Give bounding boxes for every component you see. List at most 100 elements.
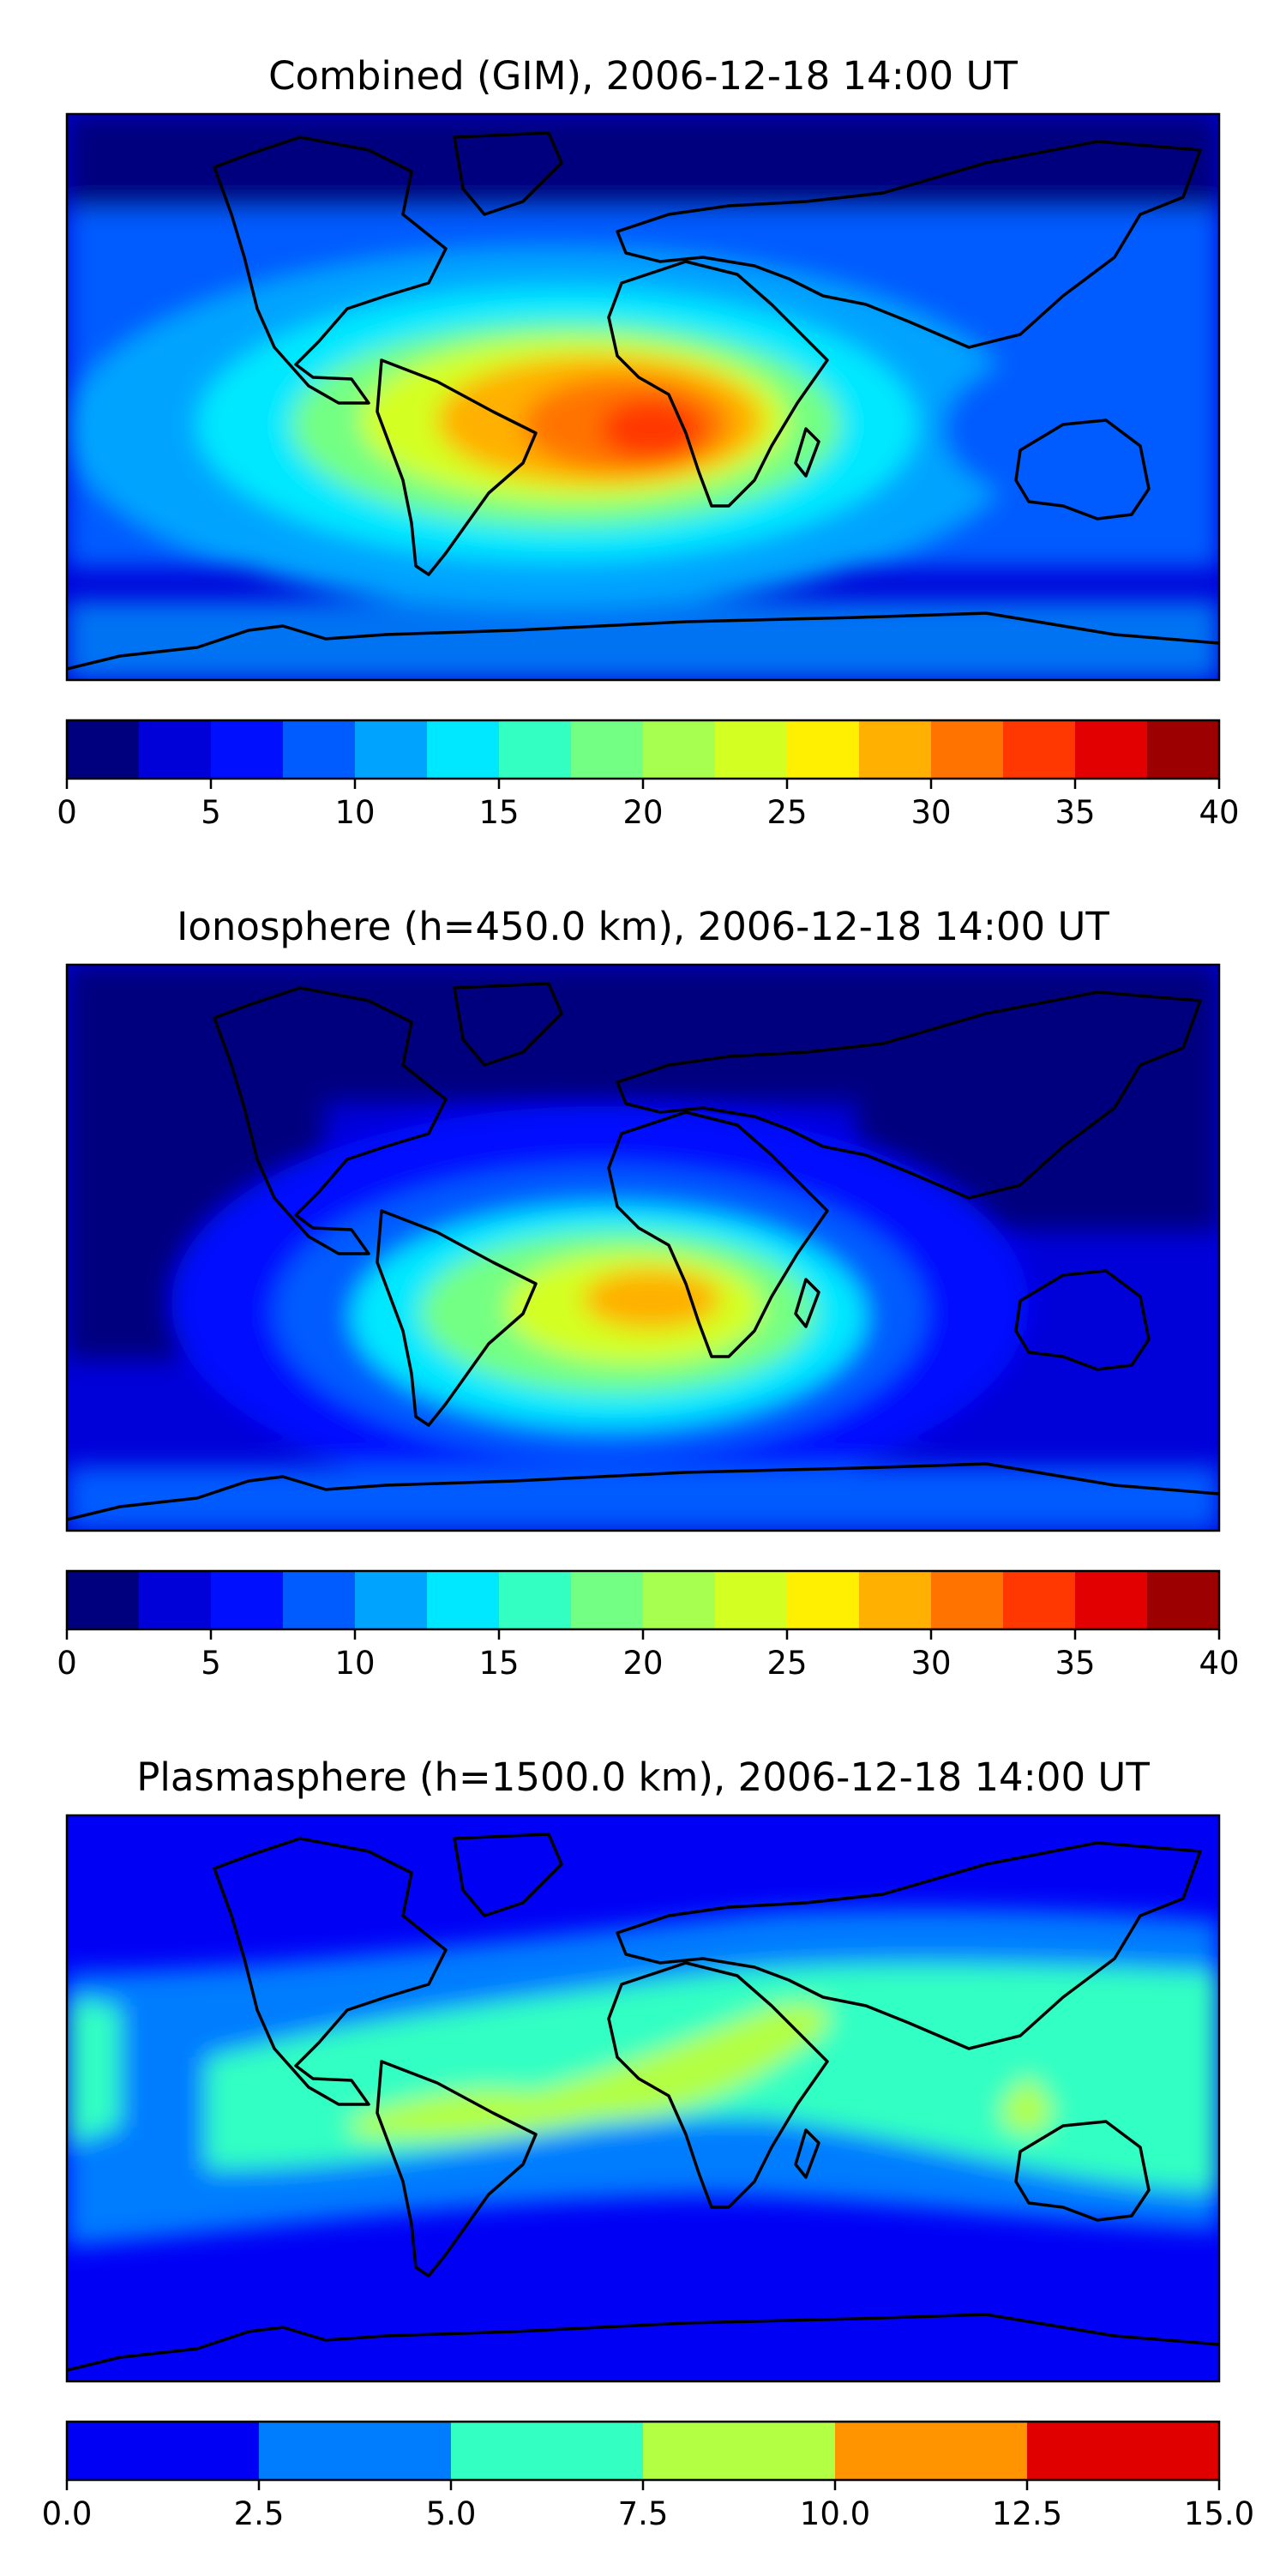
colorbar-tick-label: 35 — [1055, 1645, 1095, 1682]
colorbar-tick-label: 25 — [766, 1645, 807, 1682]
colorbar-segment — [787, 720, 860, 779]
coastline-madagascar — [794, 2128, 820, 2179]
colorbar-segment — [715, 1571, 788, 1629]
colorbar-segment — [931, 1571, 1004, 1629]
colorbar-tick-label: 30 — [910, 794, 951, 831]
colorbar-tick-label: 10 — [334, 1645, 375, 1682]
map-area — [67, 965, 1219, 1531]
colorbar-tick-label: 10.0 — [800, 2495, 870, 2532]
colorbar-tick-label: 0 — [57, 1645, 77, 1682]
coastline-greenland — [453, 1833, 563, 1917]
colorbar-segment — [643, 1571, 716, 1629]
colorbar-tick-label: 15 — [478, 1645, 519, 1682]
coastline-eurasia — [616, 1841, 1202, 2050]
coastline-eurasia — [616, 990, 1202, 1200]
coastline-antarctica — [67, 611, 1219, 671]
colorbar-segment — [211, 720, 284, 779]
colorbar-segment — [67, 2422, 260, 2480]
map-area — [67, 114, 1219, 680]
coastline-south-america — [376, 2060, 538, 2278]
colorbar-tick-label: 35 — [1055, 794, 1095, 831]
colorbar-tick-label: 5.0 — [426, 2495, 477, 2532]
colorbar-segment — [283, 1571, 356, 1629]
colorbar-segment — [1075, 1571, 1148, 1629]
coastline-north-america — [213, 1837, 448, 2106]
colorbar-tick-label: 7.5 — [618, 2495, 669, 2532]
colorbar-tick-label: 5 — [201, 1645, 221, 1682]
colorbar-segment — [1003, 720, 1076, 779]
coastline-south-america — [376, 1209, 538, 1427]
colorbar-segment — [859, 1571, 932, 1629]
coastline-africa — [607, 1110, 829, 1358]
map-area — [67, 1815, 1219, 2381]
map-frame — [65, 963, 1221, 1532]
panel-ionosphere: Ionosphere (h=450.0 km), 2006-12-18 14:0… — [57, 904, 1239, 1682]
colorbar-tick-label: 30 — [910, 1645, 951, 1682]
panel-title: Combined (GIM), 2006-12-18 14:00 UT — [268, 53, 1018, 99]
colorbar-segment — [787, 1571, 860, 1629]
field-band — [67, 600, 1219, 680]
colorbar-segment — [451, 2422, 644, 2480]
colorbar-segment — [283, 720, 356, 779]
colorbar-segment — [1003, 1571, 1076, 1629]
colorbar-tick-label: 15 — [478, 794, 519, 831]
colorbar-segment — [139, 720, 212, 779]
colorbar-tick-label: 40 — [1199, 794, 1239, 831]
colorbar-tick-label: 0 — [57, 794, 77, 831]
colorbar-segment — [427, 1571, 500, 1629]
coastline-antarctica — [67, 1462, 1219, 1521]
field-contour — [943, 352, 1200, 506]
colorbar-segment — [571, 720, 644, 779]
colorbar-segment — [835, 2422, 1028, 2480]
colorbar-tick-label: 0.0 — [42, 2495, 93, 2532]
colorbar-segment — [67, 1571, 140, 1629]
colorbar-tick-label: 20 — [622, 794, 663, 831]
colorbar-segment — [643, 720, 716, 779]
field-contour — [352, 2003, 1055, 2139]
colorbar-segment — [139, 1571, 212, 1629]
colorbar-tick-label: 20 — [622, 1645, 663, 1682]
coastline-antarctica — [67, 2313, 1219, 2372]
colorbar-segment — [355, 1571, 428, 1629]
colorbar-segment — [1075, 720, 1148, 779]
colorbar-segment — [1147, 1571, 1220, 1629]
colorbar-tick-label: 12.5 — [992, 2495, 1062, 2532]
colorbar-segment — [715, 720, 788, 779]
colorbar-segment — [499, 1571, 572, 1629]
colorbar-tick-label: 5 — [201, 794, 221, 831]
colorbar-tick-label: 25 — [766, 794, 807, 831]
coastline-north-america — [213, 135, 448, 405]
coastline-madagascar — [794, 427, 820, 478]
panel-title: Plasmasphere (h=1500.0 km), 2006-12-18 1… — [136, 1754, 1150, 1800]
colorbar-tick-label: 2.5 — [234, 2495, 285, 2532]
coastline-africa — [607, 260, 829, 508]
coastline-australia — [1014, 418, 1151, 521]
coastlines — [67, 1833, 1219, 2372]
coastline-greenland — [453, 982, 563, 1067]
coastline-australia — [1014, 1269, 1151, 1371]
field-contour — [600, 399, 703, 459]
colorbar: 0 5 10 15 20 25 30 35 40 — [57, 719, 1240, 831]
colorbar-segment — [355, 720, 428, 779]
field-band — [67, 114, 1219, 208]
coastline-north-america — [213, 986, 448, 1255]
panel-plasmasphere: Plasmasphere (h=1500.0 km), 2006-12-18 1… — [42, 1754, 1255, 2532]
coastline-madagascar — [794, 1278, 820, 1328]
coastlines — [67, 131, 1219, 671]
colorbar-segment — [259, 2422, 452, 2480]
colorbar-segment — [1027, 2422, 1220, 2480]
coastline-africa — [607, 1961, 829, 2209]
colorbar-segment — [859, 720, 932, 779]
colorbar-segment — [643, 2422, 836, 2480]
coastlines — [67, 982, 1219, 1521]
colorbar-tick-label: 40 — [1199, 1645, 1239, 1682]
colorbar-segment — [211, 1571, 284, 1629]
field-band — [67, 1466, 1219, 1531]
colorbar-segment — [571, 1571, 644, 1629]
colorbar: 0.0 2.5 5.0 7.5 10.0 12.5 15.0 — [42, 2420, 1254, 2532]
colorbar: 0 5 10 15 20 25 30 35 40 — [57, 1569, 1240, 1682]
panel-combined: Combined (GIM), 2006-12-18 14:00 UT — [57, 53, 1239, 831]
map-frame — [65, 112, 1221, 682]
colorbar-segment — [931, 720, 1004, 779]
